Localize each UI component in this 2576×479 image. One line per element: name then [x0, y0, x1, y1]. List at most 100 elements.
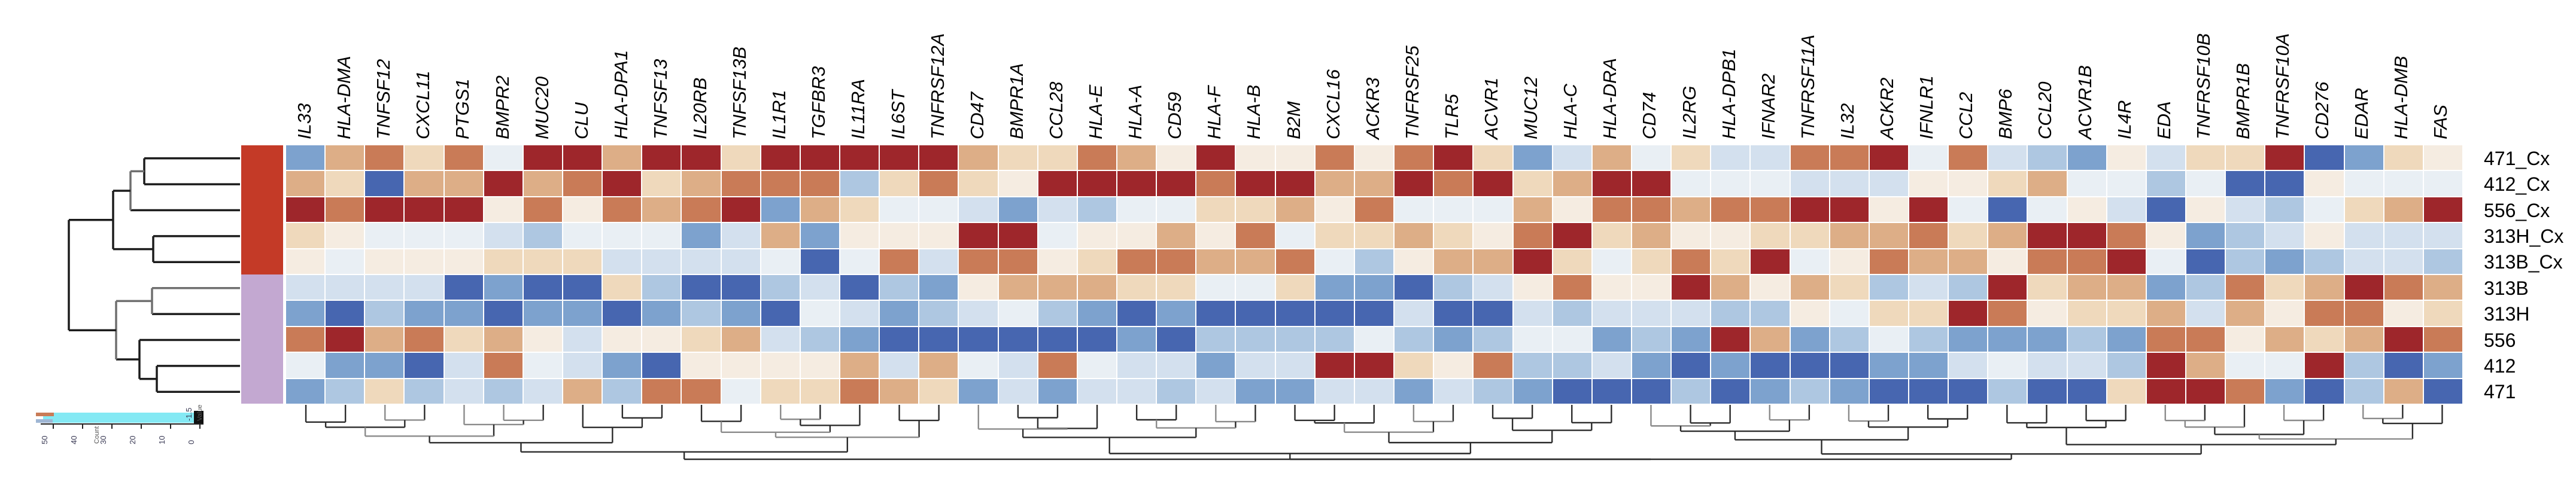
heatmap-cell — [1395, 275, 1433, 300]
heatmap-cell — [959, 197, 998, 222]
heatmap-cell — [2107, 275, 2146, 300]
heatmap-cell — [998, 249, 1037, 274]
heatmap-cell — [1038, 353, 1077, 378]
heatmap-cell — [761, 249, 800, 274]
heatmap-cell — [1830, 379, 1869, 404]
column-label: HLA-A — [1125, 84, 1146, 139]
heatmap-cell — [1632, 327, 1671, 352]
heatmap-cell — [1632, 379, 1671, 404]
heatmap-cell — [959, 379, 998, 404]
column-label: TLR5 — [1441, 94, 1462, 139]
heatmap-cell — [1196, 197, 1235, 222]
heatmap-cell — [2423, 301, 2462, 326]
heatmap-cell — [919, 275, 958, 300]
heatmap-cell — [1830, 223, 1869, 248]
heatmap-cell — [1909, 171, 1948, 196]
row-label: 556_Cx — [2484, 199, 2550, 221]
column-label: TGFBR3 — [808, 66, 830, 139]
heatmap-cell — [959, 327, 998, 352]
heatmap-cell — [1117, 353, 1156, 378]
heatmap-cell — [1395, 223, 1433, 248]
heatmap-cell — [1117, 301, 1156, 326]
heatmap-cell — [2305, 379, 2344, 404]
heatmap-cell — [919, 249, 958, 274]
heatmap-cell — [523, 275, 563, 300]
column-label: HLA-DMA — [333, 56, 355, 139]
heatmap-cell — [1077, 327, 1117, 352]
heatmap-cell — [1513, 171, 1552, 196]
row-label: 313B_Cx — [2484, 251, 2563, 273]
heatmap-cell — [1711, 223, 1750, 248]
heatmap-cell — [1592, 171, 1631, 196]
row-label: 412 — [2484, 355, 2516, 377]
heatmap-cell — [1553, 379, 1591, 404]
heatmap-cell — [563, 249, 602, 274]
heatmap-cell — [1830, 301, 1869, 326]
heatmap-cell — [2028, 379, 2067, 404]
heatmap-cell — [603, 301, 642, 326]
heatmap-cell — [2107, 353, 2146, 378]
heatmap-cell — [1395, 171, 1433, 196]
color-key-gradient-blue — [36, 419, 53, 423]
heatmap-cell — [1790, 353, 1829, 378]
heatmap-cell — [998, 223, 1037, 248]
heatmap-cell — [286, 171, 325, 196]
heatmap-cell — [2305, 223, 2344, 248]
heatmap-cell — [1513, 327, 1552, 352]
heatmap-cell — [1513, 197, 1552, 222]
heatmap-grid — [286, 145, 2462, 404]
heatmap-cell — [1751, 275, 1790, 300]
row-label: 313H_Cx — [2484, 225, 2564, 247]
column-label: IL11RA — [847, 78, 869, 139]
column-label: BMPR1B — [2232, 63, 2253, 139]
heatmap-cell — [1117, 145, 1156, 170]
heatmap-cell — [1909, 249, 1948, 274]
heatmap-cell — [682, 223, 721, 248]
heatmap-cell — [840, 353, 879, 378]
heatmap-cell — [1869, 145, 1908, 170]
heatmap-cell — [1790, 249, 1829, 274]
heatmap-cell — [1513, 301, 1552, 326]
heatmap-cell — [1909, 145, 1948, 170]
heatmap-cell — [1354, 301, 1394, 326]
column-label: CXCL16 — [1322, 69, 1344, 139]
heatmap-cell — [1196, 145, 1235, 170]
heatmap-cell — [682, 197, 721, 222]
heatmap-cell — [1949, 171, 1988, 196]
heatmap-cell — [2146, 145, 2185, 170]
heatmap-cell — [840, 301, 879, 326]
heatmap-cell — [800, 327, 840, 352]
heatmap-cell — [761, 171, 800, 196]
heatmap-cell — [1077, 197, 1117, 222]
heatmap-cell — [1592, 327, 1631, 352]
heatmap-cell — [1869, 353, 1908, 378]
column-label: MUC12 — [1520, 76, 1542, 139]
heatmap-cell — [1236, 223, 1275, 248]
heatmap-cell — [1275, 171, 1314, 196]
heatmap-cell — [405, 223, 443, 248]
heatmap-cell — [998, 327, 1037, 352]
heatmap-cell — [1236, 197, 1275, 222]
heatmap-cell — [2305, 171, 2344, 196]
heatmap-cell — [444, 171, 483, 196]
heatmap-cell — [880, 249, 919, 274]
heatmap-cell — [444, 249, 483, 274]
heatmap-cell — [2305, 301, 2344, 326]
heatmap-cell — [326, 223, 364, 248]
heatmap-cell — [1354, 171, 1394, 196]
heatmap-cell — [1592, 301, 1631, 326]
heatmap-cell — [484, 197, 523, 222]
heatmap-cell — [2265, 171, 2304, 196]
column-label: IFNLR1 — [1916, 75, 1937, 139]
heatmap-cell — [1077, 379, 1117, 404]
heatmap-cell — [523, 301, 563, 326]
heatmap-cell — [1751, 171, 1790, 196]
heatmap-cell — [2226, 145, 2265, 170]
heatmap-cell — [959, 223, 998, 248]
heatmap-cell — [1117, 275, 1156, 300]
heatmap-cell — [405, 171, 443, 196]
heatmap-cell — [2146, 353, 2185, 378]
heatmap-cell — [365, 379, 404, 404]
column-label: CLU — [570, 102, 592, 139]
heatmap-cell — [2067, 145, 2106, 170]
